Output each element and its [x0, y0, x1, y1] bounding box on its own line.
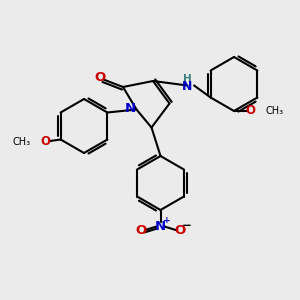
Text: −: −	[182, 219, 191, 232]
Text: H: H	[183, 74, 192, 84]
Text: O: O	[40, 135, 50, 148]
Text: N: N	[155, 220, 166, 233]
Text: +: +	[163, 216, 171, 225]
Text: O: O	[245, 104, 256, 118]
Text: N: N	[124, 102, 136, 116]
Text: O: O	[94, 70, 106, 84]
Text: O: O	[135, 224, 147, 237]
Text: N: N	[182, 80, 193, 94]
Text: CH₃: CH₃	[266, 106, 284, 116]
Text: O: O	[174, 224, 186, 237]
Text: CH₃: CH₃	[13, 136, 31, 147]
